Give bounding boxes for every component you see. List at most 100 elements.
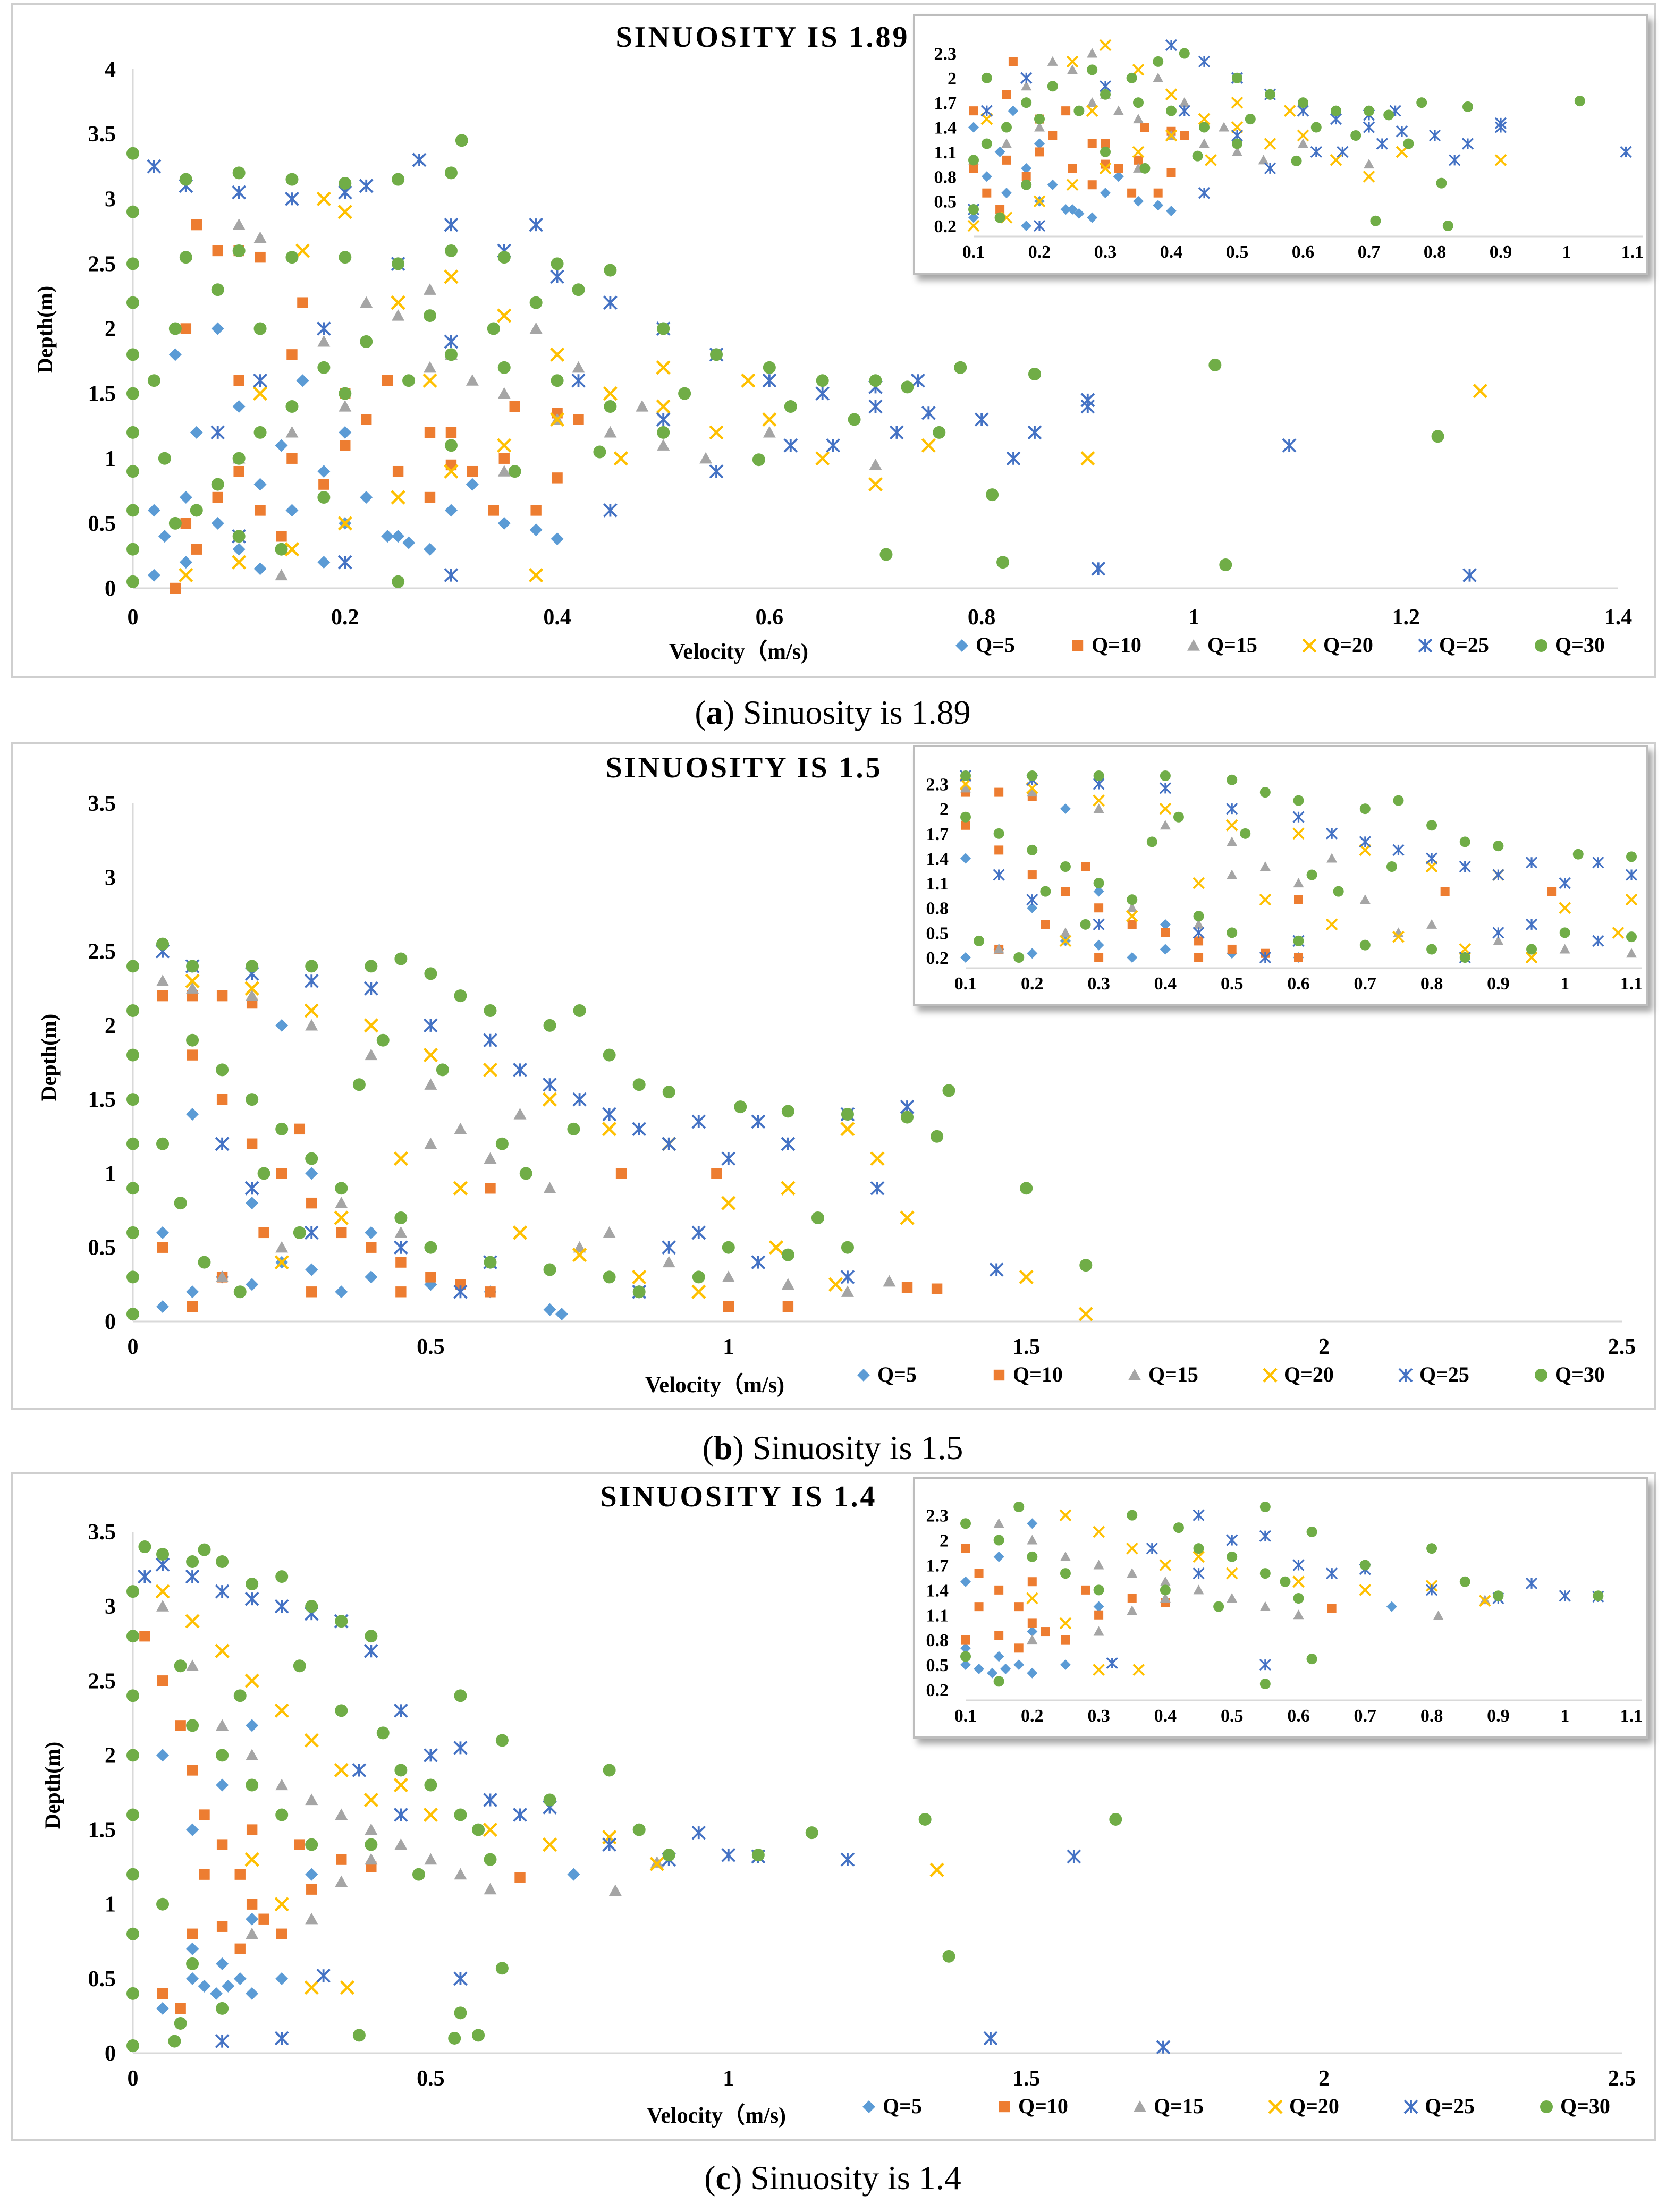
inset-data-point — [969, 164, 978, 173]
chart-b-xtick: 1 — [723, 1335, 734, 1359]
inset-data-point — [1327, 1604, 1337, 1613]
data-point — [497, 251, 511, 264]
inset-data-point — [1002, 90, 1011, 99]
data-point — [304, 1225, 319, 1240]
inset-data-point — [1113, 171, 1124, 182]
inset-data-point — [1001, 122, 1012, 133]
data-point — [360, 296, 373, 308]
legend-marker-Q5 — [857, 1369, 870, 1382]
inset-data-point — [994, 146, 1005, 157]
chart-a-ytick: 3 — [105, 187, 116, 211]
inset-data-point — [1061, 106, 1071, 116]
data-point — [709, 425, 724, 440]
data-point — [1462, 568, 1477, 582]
inset-data-point — [1259, 951, 1271, 964]
legend-label-Q25: Q=25 — [1439, 633, 1489, 657]
data-point — [954, 361, 967, 374]
data-point — [174, 1659, 187, 1673]
data-point — [883, 1275, 896, 1287]
inset-data-point — [1034, 138, 1045, 149]
inset-data-point — [1087, 64, 1098, 75]
chart-b-series-Q10 — [157, 990, 943, 1312]
data-point — [126, 257, 139, 270]
inset-data-point — [1199, 122, 1210, 133]
chart-c-inset-ytick: 0.5 — [926, 1656, 949, 1675]
data-point — [498, 453, 510, 464]
inset-data-point — [1359, 939, 1371, 951]
data-point — [424, 309, 436, 323]
chart-c-ytick: 0 — [105, 2041, 116, 2066]
data-point — [359, 179, 374, 193]
inset-data-point — [1127, 920, 1137, 929]
data-point — [186, 1942, 199, 1955]
chart-a-title: SINUOSITY IS 1.89 — [616, 21, 910, 54]
data-point — [246, 1197, 259, 1210]
data-point — [126, 348, 139, 361]
data-point — [126, 387, 139, 400]
chart-b-inset-ytick: 0.5 — [926, 923, 949, 943]
caption-a-text: ) Sinuosity is 1.89 — [723, 693, 971, 731]
legend-marker-Q25 — [1418, 638, 1433, 653]
inset-data-point — [1291, 155, 1302, 166]
data-point — [781, 1105, 794, 1118]
data-point — [485, 1183, 496, 1194]
data-point — [602, 1107, 616, 1122]
inset-data-point — [960, 1576, 971, 1587]
data-point — [392, 530, 405, 543]
data-point — [305, 1912, 318, 1925]
data-point — [392, 257, 405, 270]
data-point — [763, 426, 776, 438]
inset-data-point — [1086, 105, 1098, 117]
chart-b-inset-xtick: 0.6 — [1287, 974, 1310, 994]
inset-data-point — [1160, 1576, 1171, 1586]
data-point — [497, 308, 512, 323]
chart-c-inset-xtick: 0.8 — [1420, 1706, 1443, 1726]
chart-a-ytick: 0 — [105, 577, 116, 601]
data-point — [185, 973, 200, 988]
data-point — [232, 452, 246, 465]
inset-data-point — [1133, 114, 1144, 124]
legend-label-Q10: Q=10 — [1092, 633, 1141, 657]
data-point — [285, 400, 299, 413]
inset-data-point — [961, 1635, 970, 1645]
data-point — [253, 478, 267, 491]
inset-data-point — [1293, 1609, 1304, 1620]
data-point — [186, 1033, 199, 1047]
data-point — [334, 1762, 349, 1778]
data-point — [252, 386, 268, 401]
data-point — [199, 1809, 210, 1820]
inset-data-point — [1393, 795, 1404, 806]
data-point — [986, 488, 999, 502]
data-point — [274, 1255, 289, 1270]
inset-data-point — [974, 1569, 984, 1578]
chart-b-ytick: 2.5 — [88, 940, 116, 964]
inset-data-point — [1433, 1610, 1444, 1620]
inset-data-point — [960, 1518, 971, 1529]
chart-a-inset-xtick: 0.6 — [1292, 242, 1315, 262]
inset-data-point — [1027, 1535, 1038, 1545]
inset-data-point — [1259, 1530, 1271, 1542]
inset-data-point — [1094, 953, 1104, 962]
data-point — [454, 1808, 467, 1821]
data-point — [815, 451, 830, 466]
data-point — [255, 251, 266, 263]
inset-data-point — [1525, 951, 1538, 964]
data-point — [335, 1615, 348, 1628]
data-point — [126, 1048, 139, 1062]
data-point — [185, 1569, 200, 1584]
chart-c-inset-xtick: 0.1 — [954, 1706, 977, 1726]
inset-data-point — [1059, 935, 1072, 947]
chart-c-ytick: 3 — [105, 1595, 116, 1619]
inset-data-point — [1153, 188, 1163, 198]
inset-data-point — [1127, 894, 1138, 905]
data-point — [126, 2039, 139, 2052]
inset-data-point — [1359, 836, 1371, 848]
inset-data-point — [1087, 212, 1098, 223]
data-point — [508, 465, 521, 478]
data-point — [316, 1968, 331, 1983]
chart-a-inset-series-Q30 — [968, 48, 1585, 231]
data-point — [551, 257, 564, 270]
data-point — [632, 1269, 647, 1285]
chart-a-ytick: 1 — [105, 447, 116, 471]
data-point — [1006, 451, 1021, 466]
